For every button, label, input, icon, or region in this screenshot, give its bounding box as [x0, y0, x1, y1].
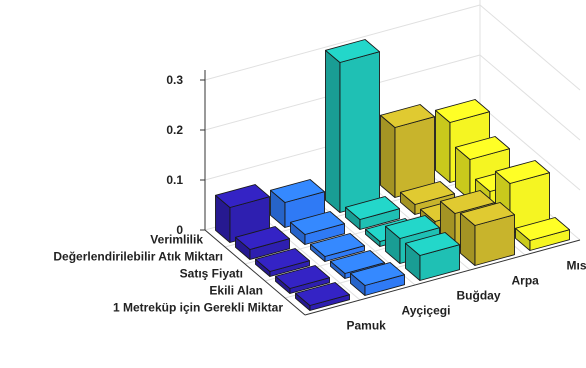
crop-tick-label: Arpa [512, 274, 540, 288]
bar-top-face [255, 248, 310, 272]
bar-top-face [235, 226, 290, 250]
bar-top-face [515, 217, 570, 241]
bar-top-face [385, 215, 440, 239]
axis-layer [200, 70, 581, 316]
bar-layer [215, 39, 570, 311]
bar [255, 248, 310, 277]
z-tick-label: 0.3 [166, 73, 183, 87]
bar-top-face [295, 282, 350, 306]
bar-top-face [435, 99, 490, 123]
crop-tick-label: Buğday [457, 289, 501, 303]
criteria-tick-label: Satış Fiyatı [180, 267, 243, 281]
bar-top-face [310, 233, 365, 257]
crop-tick-label: Ayçiçegi [402, 304, 451, 318]
z-tick-label: 0.1 [166, 173, 183, 187]
bar-top-face [290, 211, 345, 235]
bar [295, 282, 350, 311]
z-tick-label: 0.2 [166, 123, 183, 137]
bar-top-face [440, 190, 495, 214]
bar [495, 160, 550, 234]
grid-line-side [479, 4, 581, 91]
bar-top-face [380, 104, 435, 128]
bar-top-face [345, 196, 400, 220]
z-tick-label: 0 [176, 223, 183, 237]
criteria-axis [204, 229, 306, 316]
bar [235, 226, 290, 260]
crop-axis [304, 239, 581, 316]
bar-top-face [400, 181, 455, 205]
bar [350, 262, 405, 296]
grid-line-side [479, 104, 581, 191]
bar-top-face [325, 39, 380, 63]
bar-side-face [325, 49, 341, 213]
crop-tick-label: Mısır [567, 259, 586, 273]
bar-top-face [330, 250, 385, 274]
crop-tick-label: Pamuk [347, 319, 387, 333]
bar [325, 39, 380, 213]
bar-front-face [339, 51, 380, 213]
grid-line-back [204, 4, 481, 81]
bar-top-face [495, 160, 550, 184]
bar-top-face [215, 184, 270, 208]
label-layer: 0 0.1 0.2 0.3 Verimlilik Değerlendirilebilir … [53, 73, 586, 333]
bar [515, 217, 570, 251]
bar-top-face [405, 232, 460, 256]
bar [290, 211, 345, 245]
bar [380, 104, 435, 198]
bar-top-face [455, 136, 510, 160]
bar-top-face [350, 262, 405, 286]
criteria-tick-label: Değerlendirilebilir Atık Miktarı [53, 250, 223, 264]
bar [460, 202, 515, 266]
bar [275, 265, 330, 294]
bar-side-face [380, 114, 396, 198]
criteria-tick-label: Ekili Alan [209, 284, 263, 298]
bar [345, 196, 400, 230]
bar-top-face [460, 202, 515, 226]
grid-line-side [479, 54, 581, 141]
criteria-tick-label: 1 Metreküp için Gerekli Miktar [113, 301, 283, 315]
criteria-tick-label: Verimlilik [150, 233, 203, 247]
bar [405, 232, 460, 281]
bar-top-face [275, 265, 330, 289]
bar-top-face [270, 179, 325, 203]
bar [310, 233, 365, 262]
